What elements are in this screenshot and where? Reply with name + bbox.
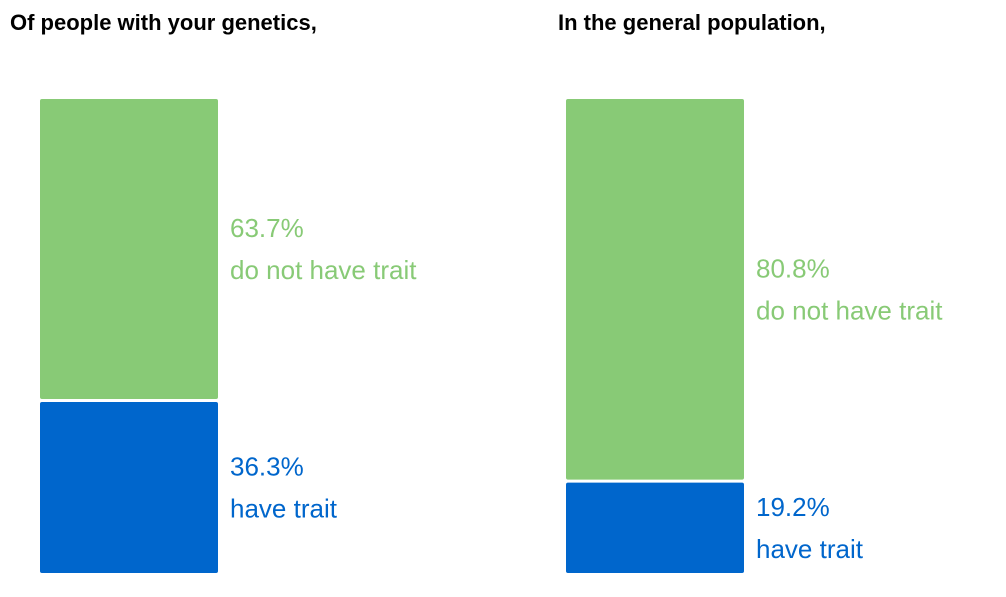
panel-title-general-population: In the general population, bbox=[558, 10, 826, 35]
category-label-genetics-has-trait: have trait bbox=[230, 494, 338, 524]
panel-title-genetics: Of people with your genetics, bbox=[10, 10, 317, 35]
category-label-genetics-no-trait: do not have trait bbox=[230, 255, 417, 285]
value-label-genetics-has-trait: 36.3% bbox=[230, 452, 304, 482]
bar-segment-general-population-has-trait bbox=[566, 482, 744, 573]
value-label-general-population-no-trait: 80.8% bbox=[756, 253, 830, 283]
bar-segment-genetics-has-trait bbox=[40, 402, 218, 573]
value-label-genetics-no-trait: 63.7% bbox=[230, 213, 304, 243]
value-label-general-population-has-trait: 19.2% bbox=[756, 492, 830, 522]
category-label-general-population-has-trait: have trait bbox=[756, 534, 864, 564]
category-label-general-population-no-trait: do not have trait bbox=[756, 295, 943, 325]
bar-segment-genetics-no-trait bbox=[40, 99, 218, 400]
bar-segment-general-population-no-trait bbox=[566, 99, 744, 480]
